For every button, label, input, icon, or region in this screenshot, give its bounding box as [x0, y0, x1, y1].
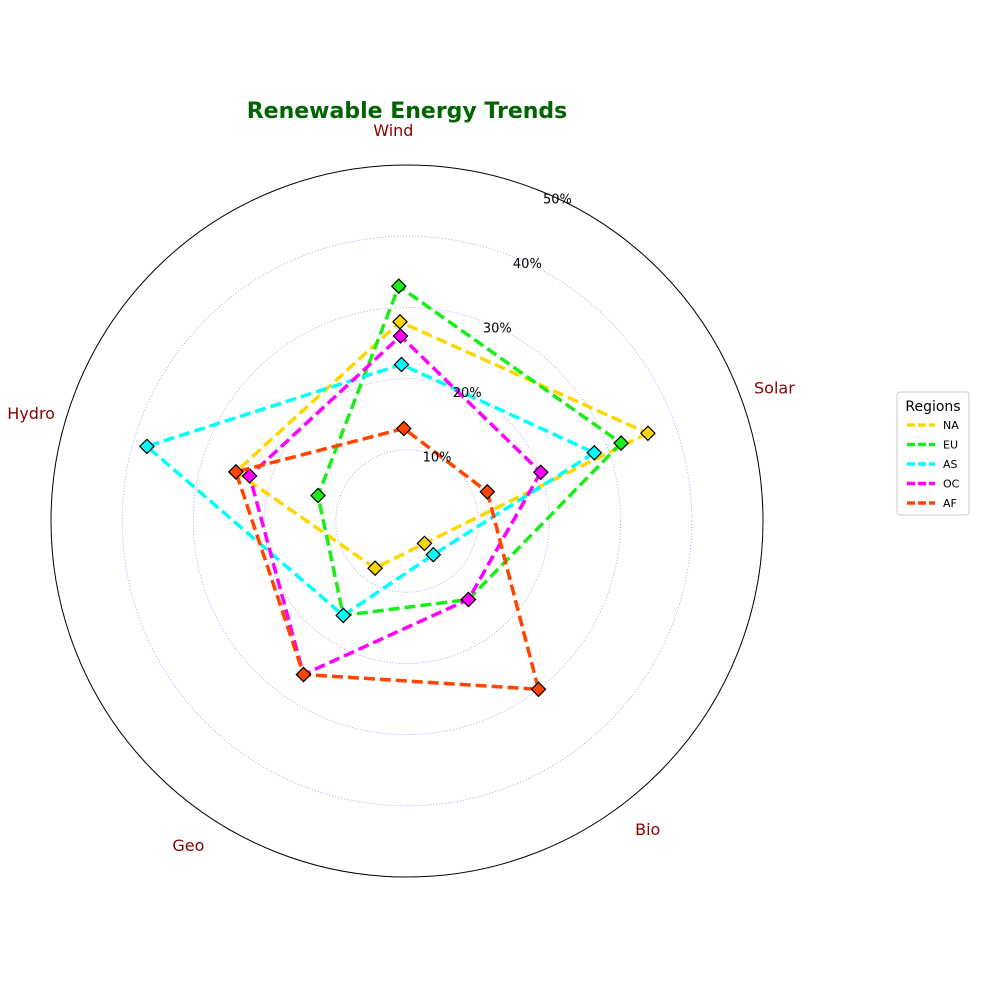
- data-point: [460, 591, 477, 608]
- legend-item: AS: [907, 458, 958, 471]
- legend-label: AS: [943, 458, 958, 471]
- legend-item: NA: [907, 419, 959, 432]
- radial-tick-label: 40%: [513, 257, 542, 272]
- data-point: [335, 607, 352, 624]
- data-point: [390, 278, 407, 295]
- series-line: [247, 334, 543, 677]
- data-point: [310, 487, 326, 504]
- outer-frame: [50, 164, 764, 878]
- data-point: [530, 681, 547, 698]
- chart-title: Renewable Energy Trends: [247, 99, 568, 124]
- legend-label: EU: [943, 439, 958, 452]
- legend: Regions NA EU AS OC AF: [896, 391, 970, 516]
- series-layer: [138, 278, 656, 698]
- series-af: [227, 420, 547, 698]
- data-point: [295, 666, 312, 683]
- data-point: [367, 560, 384, 577]
- series-as: [138, 356, 603, 624]
- data-point: [416, 535, 433, 552]
- grid-circle: [335, 449, 479, 593]
- data-point: [392, 313, 408, 330]
- radial-tick-label: 20%: [453, 386, 482, 401]
- series-line: [234, 426, 541, 692]
- grid-circle: [192, 306, 622, 736]
- radial-tick-label: 50%: [543, 192, 572, 207]
- legend-title: Regions: [905, 399, 960, 415]
- legend-label: AF: [943, 497, 957, 510]
- series-na: [227, 313, 656, 577]
- series-eu: [310, 278, 630, 624]
- category-label: Geo: [172, 836, 204, 855]
- radial-tick-label: 30%: [483, 321, 512, 336]
- data-point: [241, 467, 258, 484]
- data-point: [586, 444, 603, 461]
- category-labels: Solar Bio Geo Hydro Wind: [7, 121, 795, 855]
- legend-item: OC: [907, 478, 960, 491]
- category-label: Hydro: [7, 404, 55, 423]
- data-point: [532, 464, 549, 481]
- category-label: Bio: [635, 820, 660, 839]
- legend-item: EU: [907, 439, 958, 452]
- data-point: [613, 435, 630, 452]
- data-point: [392, 328, 409, 344]
- legend-item: AF: [907, 497, 957, 510]
- data-point: [639, 425, 656, 442]
- legend-items: NA EU AS OC AF: [907, 419, 960, 510]
- grid-circle: [121, 235, 693, 807]
- data-point: [227, 463, 244, 480]
- legend-label: NA: [943, 419, 959, 432]
- series-line: [316, 284, 623, 618]
- radial-tick-labels: 10% 20% 30% 40% 50%: [423, 192, 572, 465]
- data-point: [395, 420, 412, 437]
- category-label: Solar: [754, 378, 795, 397]
- radial-grid: [121, 235, 693, 807]
- data-point: [393, 356, 410, 373]
- legend-label: OC: [943, 478, 960, 491]
- category-label: Wind: [373, 121, 413, 140]
- data-point: [479, 483, 496, 500]
- series-line: [234, 320, 650, 570]
- data-point: [138, 438, 155, 455]
- series-line: [145, 362, 597, 618]
- radial-tick-label: 10%: [423, 450, 452, 465]
- data-point: [425, 546, 442, 563]
- grid-circle: [264, 378, 550, 664]
